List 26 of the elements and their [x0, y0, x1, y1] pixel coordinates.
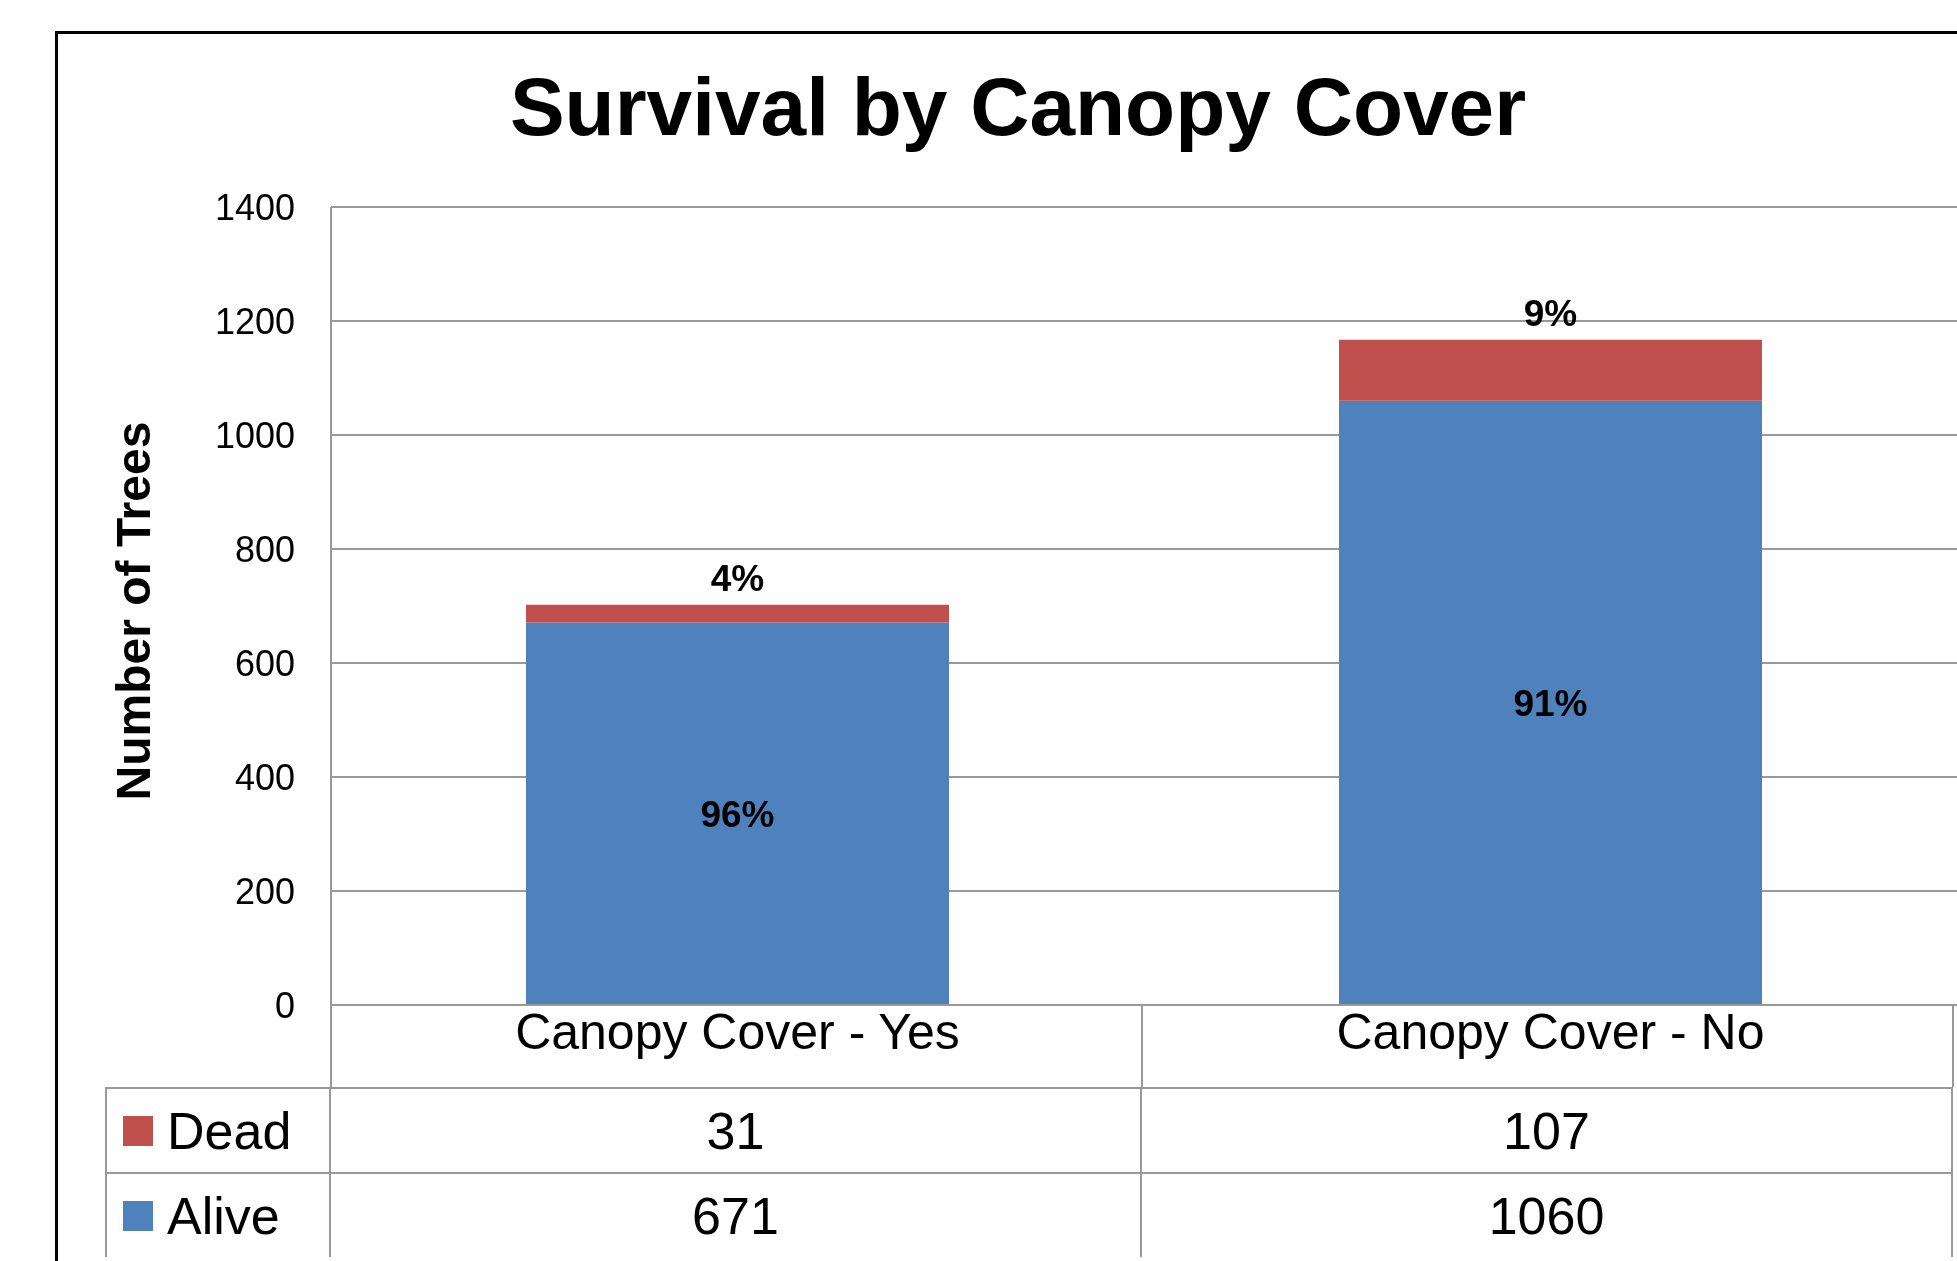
y-axis-title: Number of Trees [105, 421, 161, 801]
bar [1339, 339, 1762, 401]
y-tick-label: 1000 [214, 414, 295, 456]
y-tick-label: 0 [274, 984, 295, 1026]
data-label: 31 [331, 1087, 1142, 1172]
annotation: 91% [1513, 682, 1588, 724]
y-tick-label: 600 [234, 642, 295, 684]
legend-label: Alive [167, 1185, 280, 1246]
y-tick-label: 1200 [214, 300, 295, 342]
chart-title: Survival by Canopy Cover [508, 60, 1528, 154]
data-label: 107 [1142, 1087, 1953, 1172]
legend-label: Dead [167, 1100, 292, 1161]
x-tick-label: Canopy Cover - No [1336, 1003, 1765, 1060]
y-tick-label: 800 [234, 528, 295, 570]
annotation: 96% [700, 793, 775, 835]
annotation: 4% [710, 557, 765, 599]
bar [526, 622, 949, 1005]
y-tick-label: 200 [234, 870, 295, 912]
bar [526, 604, 949, 623]
data-label: 671 [331, 1172, 1142, 1257]
x-tick-label: Canopy Cover - Yes [515, 1003, 960, 1060]
annotation: 9% [1523, 292, 1578, 334]
y-tick-label: 400 [234, 756, 295, 798]
y-tick-label: 1400 [214, 186, 295, 228]
bar [1339, 400, 1762, 1005]
data-label: 1060 [1142, 1172, 1953, 1257]
